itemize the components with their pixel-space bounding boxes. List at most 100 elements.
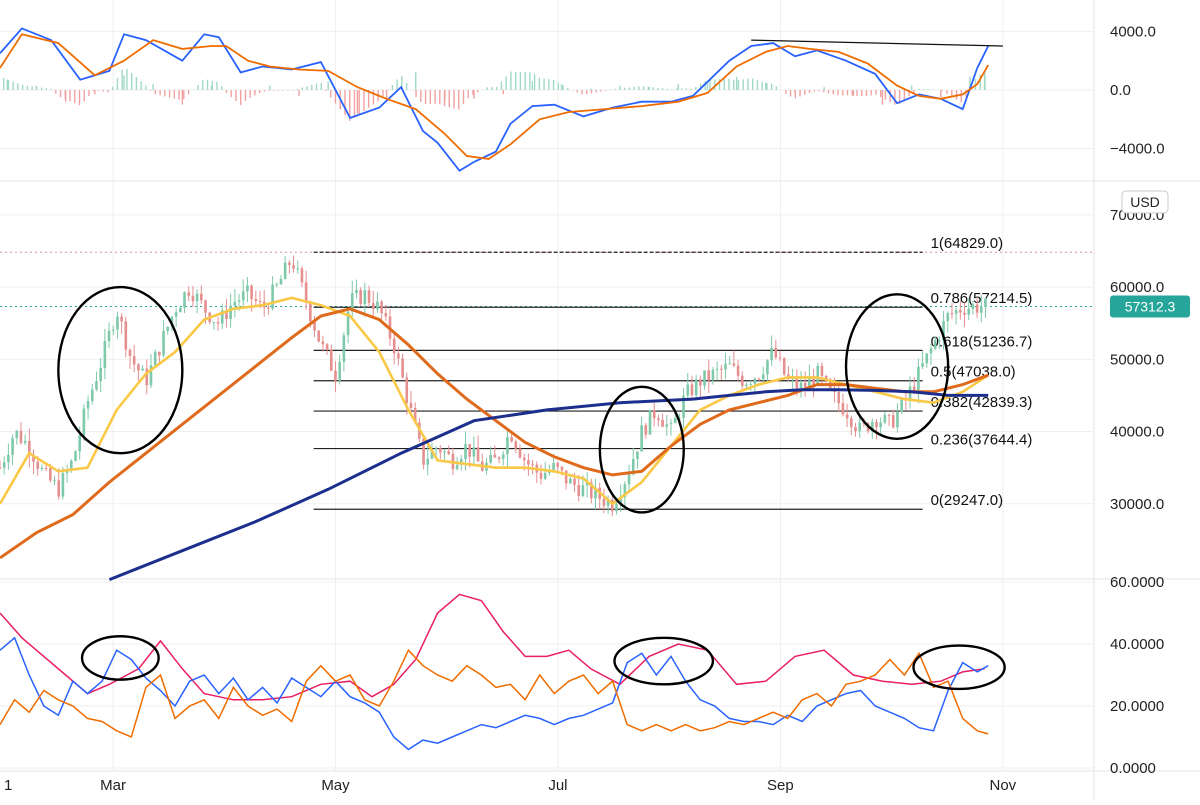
candle-body bbox=[640, 425, 643, 452]
price-tick-label: 60000.0 bbox=[1110, 279, 1164, 296]
candle-body bbox=[359, 290, 362, 305]
candle-body bbox=[95, 381, 98, 390]
fib-level-label: 0.236(37644.4) bbox=[931, 432, 1033, 449]
candle-body bbox=[103, 341, 107, 368]
dmi-highlight-ellipse[interactable] bbox=[613, 636, 715, 686]
candle-body bbox=[279, 279, 283, 285]
candle-body bbox=[69, 460, 73, 471]
candle-body bbox=[883, 414, 887, 423]
candle-body bbox=[304, 282, 308, 303]
candle-body bbox=[581, 485, 585, 497]
candle-body bbox=[573, 478, 576, 485]
last-price-badge: 57312.3 bbox=[1110, 295, 1190, 318]
candle-body bbox=[0, 467, 2, 469]
candle-body bbox=[510, 437, 513, 442]
month-label-sep: Sep bbox=[767, 777, 794, 794]
candle-body bbox=[896, 411, 899, 428]
candle-body bbox=[204, 300, 207, 313]
candle-body bbox=[283, 262, 287, 280]
candle-body bbox=[15, 430, 19, 439]
dmi-tick-label: 60.0000 bbox=[1110, 574, 1164, 591]
fib-level-label: 0.618(51236.7) bbox=[931, 333, 1033, 350]
price-tick-label: 50000.0 bbox=[1110, 351, 1164, 368]
candle-body bbox=[392, 338, 396, 354]
currency-label: USD bbox=[1130, 194, 1160, 210]
candle-body bbox=[174, 312, 178, 317]
candle-body bbox=[560, 466, 564, 471]
candle-body bbox=[984, 298, 987, 308]
candle-body bbox=[183, 292, 186, 308]
candle-body bbox=[468, 444, 471, 457]
candle-body bbox=[434, 448, 438, 450]
candle-body bbox=[216, 322, 220, 324]
candle-body bbox=[329, 349, 333, 371]
candle-body bbox=[522, 457, 526, 461]
candle-body bbox=[493, 454, 497, 458]
candle-body bbox=[527, 460, 530, 465]
candle-body bbox=[145, 368, 149, 386]
candle-body bbox=[300, 268, 304, 283]
candle-body bbox=[707, 370, 711, 381]
candle-body bbox=[610, 499, 614, 512]
candle-body bbox=[703, 370, 706, 386]
candle-body bbox=[296, 268, 300, 270]
macd-tick-label: 4000.0 bbox=[1110, 23, 1156, 40]
time-axis[interactable]: 1 Mar May Jul Sep Nov bbox=[4, 777, 1017, 794]
currency-badge[interactable]: USD bbox=[1121, 190, 1169, 214]
candle-body bbox=[950, 313, 954, 315]
candle-body bbox=[661, 420, 664, 427]
candle-body bbox=[44, 468, 48, 470]
candle-body bbox=[53, 480, 56, 482]
month-label-mar: Mar bbox=[100, 777, 126, 794]
candle-body bbox=[669, 423, 673, 425]
macd-line-macd bbox=[0, 27, 990, 172]
candle-body bbox=[770, 347, 773, 361]
candle-body bbox=[971, 304, 975, 309]
candle-body bbox=[531, 464, 534, 466]
candle-body bbox=[980, 307, 983, 313]
price-highlight-ellipse[interactable] bbox=[57, 285, 184, 455]
candle-body bbox=[7, 454, 10, 463]
dmi-highlight-ellipse[interactable] bbox=[912, 644, 1006, 691]
candle-body bbox=[850, 418, 853, 428]
dmi-highlight-ellipse[interactable] bbox=[80, 635, 160, 681]
candle-body bbox=[241, 291, 245, 301]
candle-body bbox=[761, 374, 765, 380]
candle-body bbox=[338, 361, 341, 381]
candle-body bbox=[120, 316, 123, 322]
price-highlight-ellipse[interactable] bbox=[844, 293, 950, 440]
candle-body bbox=[288, 262, 291, 266]
candle-body bbox=[552, 462, 555, 471]
candle-body bbox=[86, 401, 90, 409]
fib-level-label: 0(29247.0) bbox=[931, 492, 1004, 509]
candle-body bbox=[682, 395, 685, 418]
candle-body bbox=[267, 307, 270, 309]
candle-body bbox=[313, 321, 316, 331]
price-highlight-ellipse[interactable] bbox=[598, 385, 685, 514]
macd-divergence-trendline[interactable] bbox=[751, 39, 1003, 47]
candle-body bbox=[275, 284, 279, 286]
candle-body bbox=[686, 384, 690, 396]
candle-body bbox=[724, 363, 727, 370]
candle-body bbox=[799, 382, 803, 389]
candle-body bbox=[694, 379, 698, 396]
moving-average-ma50 bbox=[0, 307, 989, 560]
candle-body bbox=[254, 299, 258, 302]
candle-body bbox=[220, 310, 224, 324]
candle-body bbox=[657, 418, 660, 421]
candle-body bbox=[501, 454, 505, 460]
candle-body bbox=[753, 378, 757, 384]
candle-body bbox=[900, 398, 903, 412]
macd-tick-label: −4000.0 bbox=[1110, 141, 1165, 158]
time-axis-partial-label: 1 bbox=[4, 777, 12, 794]
month-label-may: May bbox=[321, 777, 350, 794]
candle-body bbox=[812, 377, 815, 385]
candle-body bbox=[870, 421, 874, 432]
macd-panel bbox=[0, 27, 1003, 172]
candle-body bbox=[954, 309, 958, 314]
candle-body bbox=[371, 302, 375, 310]
candle-body bbox=[40, 468, 44, 470]
candle-body bbox=[946, 313, 950, 322]
